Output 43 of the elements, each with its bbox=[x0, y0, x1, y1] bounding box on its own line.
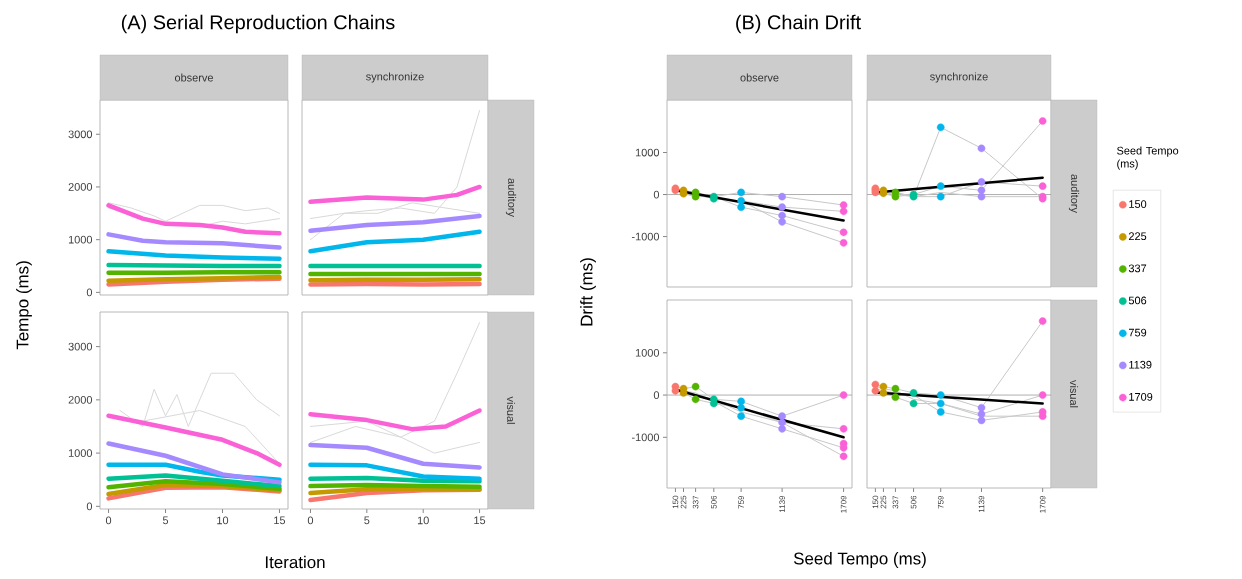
x-axis-title: Seed Tempo (ms) bbox=[793, 552, 926, 568]
y-tick-label: 0 bbox=[653, 190, 660, 199]
legend-label: 506 bbox=[1128, 296, 1147, 305]
legend-label: 759 bbox=[1128, 328, 1147, 337]
y2-axis-title: auditory bbox=[505, 178, 517, 217]
y-tick-label: 0 bbox=[653, 391, 660, 399]
legend-label: 1139 bbox=[1129, 360, 1152, 369]
chart-title: (A) Serial Reproduction Chains bbox=[121, 14, 395, 34]
legend-label: 337 bbox=[1128, 264, 1147, 273]
y-tick-label: 1000 bbox=[68, 449, 93, 457]
y-axis-title: Drift (ms) bbox=[580, 258, 596, 326]
chart-subtitle: synchronize bbox=[930, 72, 988, 83]
y-tick-label: 0 bbox=[86, 288, 93, 297]
y2-axis-title: visual bbox=[1069, 380, 1079, 408]
y-tick-label: 1000 bbox=[635, 148, 660, 157]
y-tick-label: -1000 bbox=[631, 232, 660, 241]
x-tick-label: 15 bbox=[474, 516, 486, 525]
x-tick-label: 10 bbox=[217, 516, 229, 525]
chart-subtitle: synchronize bbox=[366, 72, 424, 83]
x-tick-label: 5 bbox=[162, 516, 169, 525]
x-tick-label: 0 bbox=[105, 516, 112, 525]
legend-label: 1709 bbox=[1129, 392, 1153, 401]
chart-title: (B) Chain Drift bbox=[736, 14, 861, 34]
y-tick-label: 3000 bbox=[68, 130, 93, 139]
x-tick-label: 5 bbox=[364, 516, 370, 525]
x-tick-label: 0 bbox=[307, 516, 314, 525]
y-tick-label: -1000 bbox=[631, 433, 660, 442]
x-tick-label: 10 bbox=[417, 516, 429, 525]
y2-axis-title: auditory bbox=[1068, 174, 1080, 213]
legend-label: 150 bbox=[1129, 200, 1147, 208]
y-axis-title: Tempo (ms) bbox=[16, 261, 32, 350]
y-tick-label: 2000 bbox=[68, 183, 93, 191]
x-tick-label: 15 bbox=[274, 516, 286, 525]
y-tick-label: 2000 bbox=[68, 395, 93, 404]
legend-title: Seed Tempo (ms) bbox=[1117, 146, 1179, 170]
legend-label: 225 bbox=[1128, 232, 1147, 241]
chart-subtitle: observe bbox=[740, 73, 779, 82]
y-tick-label: 1000 bbox=[635, 348, 660, 357]
y-tick-label: 1000 bbox=[68, 235, 93, 244]
x-axis-title: Iteration bbox=[265, 555, 325, 569]
chart-subtitle: observe bbox=[174, 73, 213, 82]
y2-axis-title: visual bbox=[506, 396, 516, 424]
y-tick-label: 3000 bbox=[68, 342, 93, 351]
